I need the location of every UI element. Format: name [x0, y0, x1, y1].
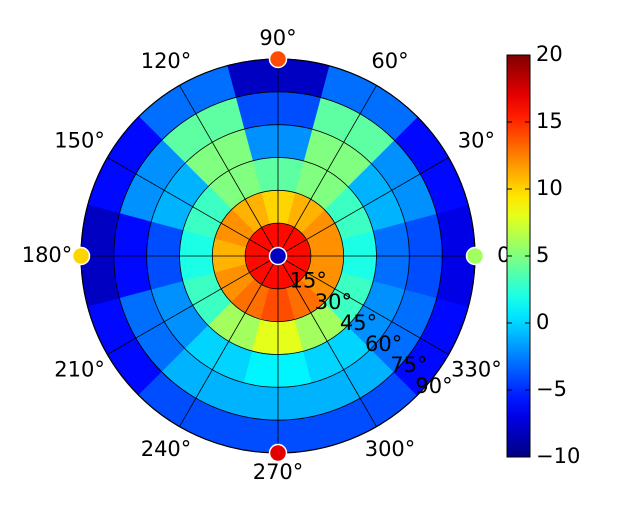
r-tick-label: 30° — [315, 290, 352, 314]
theta-tick-label: 330° — [451, 358, 502, 382]
colorbar-tick-label: 20 — [536, 42, 563, 66]
r-tick-label: 15° — [290, 269, 327, 293]
r-tick-label: 45° — [340, 311, 377, 335]
grid-spoke — [107, 255, 279, 355]
theta-tick-label: 60° — [371, 49, 408, 73]
grid-spoke — [107, 157, 279, 257]
colorbar-tick-label: 10 — [536, 176, 563, 200]
r-tick-label: 60° — [365, 332, 402, 356]
theta-tick-label: 300° — [365, 437, 416, 461]
colorbar-tick-label: 5 — [536, 243, 549, 267]
colorbar-tick-label: −5 — [536, 377, 567, 401]
grid-spoke — [277, 157, 449, 257]
r-tick-label: 90° — [415, 374, 452, 398]
theta-tick-label: 240° — [141, 437, 192, 461]
grid-spoke — [277, 255, 449, 355]
colorbar-tick-label: 0 — [536, 310, 549, 334]
marker-point — [465, 246, 485, 266]
theta-tick-label: 150° — [54, 128, 105, 152]
marker-point — [268, 49, 288, 69]
colorbar-tick-label: −10 — [536, 444, 580, 468]
theta-tick-label: 90° — [259, 26, 296, 50]
grid-spoke — [277, 85, 377, 257]
theta-tick-label: 270° — [253, 460, 304, 484]
theta-tick-label: 120° — [141, 49, 192, 73]
r-tick-label: 75° — [390, 353, 427, 377]
grid-spoke — [277, 255, 377, 427]
grid-spoke — [179, 85, 279, 257]
colorbar-tick-label: 15 — [536, 109, 563, 133]
grid-spoke — [179, 255, 279, 427]
theta-tick-label: 30° — [458, 128, 495, 152]
marker-point — [268, 443, 288, 463]
marker-point — [71, 246, 91, 266]
marker-point — [268, 246, 288, 266]
theta-tick-label: 180° — [22, 243, 73, 267]
theta-tick-label: 210° — [54, 358, 105, 382]
